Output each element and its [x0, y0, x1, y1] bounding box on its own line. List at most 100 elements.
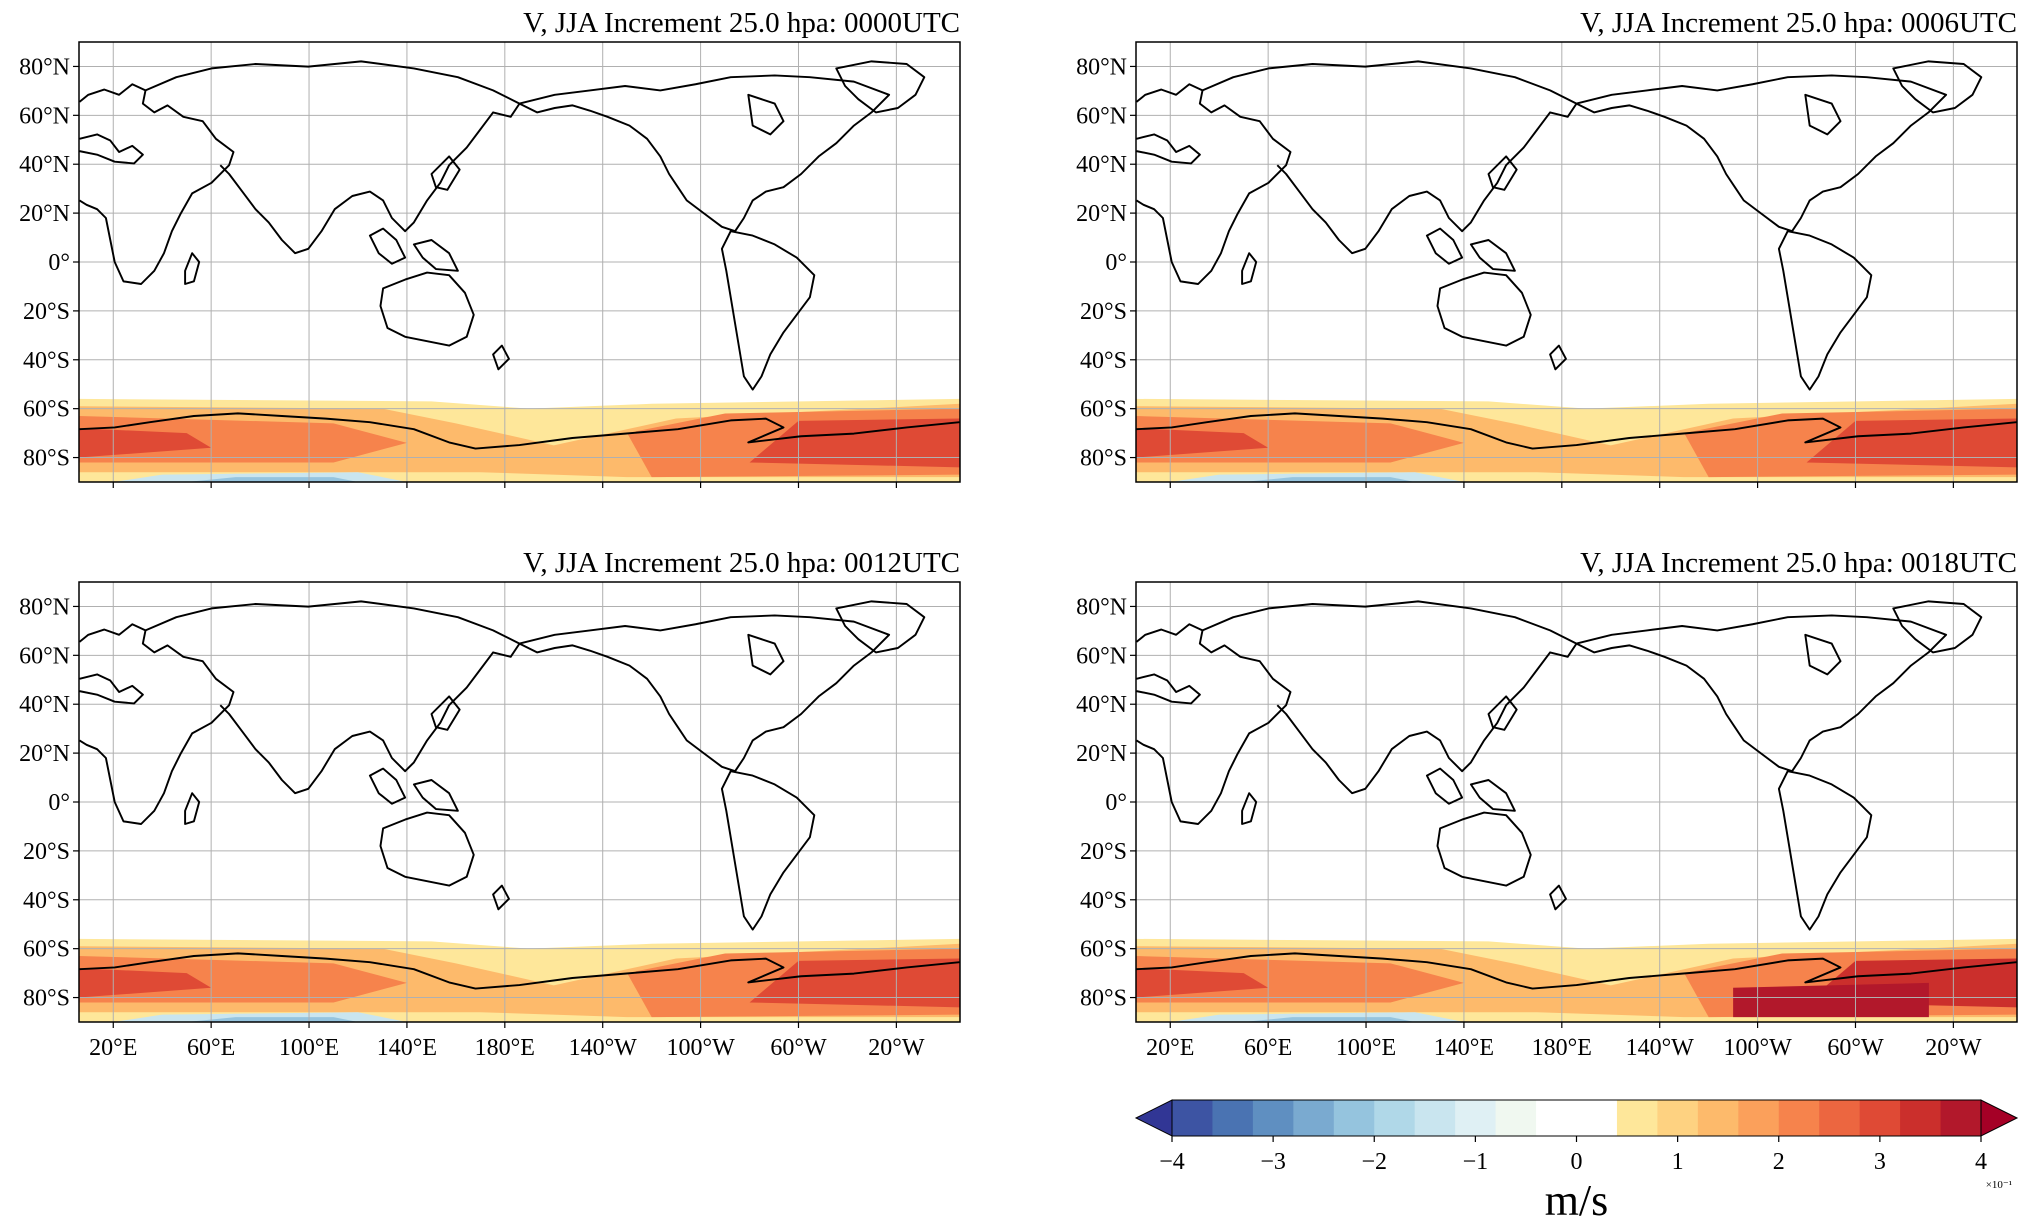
- lon-tick-label: 20°E: [1146, 1035, 1194, 1061]
- heat-field: [1136, 936, 2017, 1022]
- colorbar-tick-label: 3: [1874, 1149, 1886, 1175]
- colorbar-segment: [1819, 1100, 1861, 1136]
- lat-tick-label: 80°S: [1080, 446, 1127, 472]
- colorbar-segment: [1940, 1100, 1982, 1136]
- lon-tick-label: 20°E: [89, 1035, 137, 1061]
- colorbar-segment: [1576, 1100, 1618, 1136]
- colorbar-segment: [1859, 1100, 1901, 1136]
- colorbar-segment: [1778, 1100, 1820, 1136]
- lat-tick-label: 40°S: [1080, 348, 1127, 374]
- panel-title: V, JJA Increment 25.0 hpa: 0018UTC: [1580, 547, 2017, 579]
- lon-tick-label: 60°E: [1244, 1035, 1292, 1061]
- lat-tick-label: 20°N: [1076, 741, 1127, 767]
- colorbar-tick-label: −3: [1260, 1149, 1286, 1175]
- colorbar-label: m/s: [1545, 1176, 1609, 1225]
- colorbar-tick-label: −4: [1159, 1149, 1185, 1175]
- contour-level: [749, 958, 960, 1008]
- contour-level: [186, 477, 358, 482]
- lon-tick-label: 20°W: [868, 1035, 925, 1061]
- lon-tick-label: 60°W: [770, 1035, 827, 1061]
- colorbar-segment: [1657, 1100, 1699, 1136]
- lon-tick-label: 100°E: [1336, 1035, 1396, 1061]
- lat-tick-label: 80°S: [1080, 986, 1127, 1012]
- lat-tick-label: 0°: [48, 790, 70, 816]
- lon-tick-label: 140°E: [1434, 1035, 1494, 1061]
- lon-tick-label: 140°W: [569, 1035, 638, 1061]
- lat-tick-label: 0°: [48, 250, 70, 276]
- colorbar-segment: [1212, 1100, 1254, 1136]
- lat-tick-label: 40°S: [23, 888, 70, 914]
- lat-tick-label: 20°N: [19, 201, 70, 227]
- lat-tick-label: 80°S: [23, 986, 70, 1012]
- lat-tick-label: 20°N: [1076, 201, 1127, 227]
- colorbar-segment: [1293, 1100, 1335, 1136]
- lat-tick-label: 0°: [1105, 790, 1127, 816]
- colorbar-segment: [1495, 1100, 1537, 1136]
- lat-tick-label: 40°S: [1080, 888, 1127, 914]
- contour-level: [1243, 477, 1415, 482]
- lat-tick-label: 40°N: [19, 152, 70, 178]
- lon-tick-label: 100°W: [1723, 1035, 1792, 1061]
- map-panel: V, JJA Increment 25.0 hpa: 0006UTC 80°N 60…: [1076, 7, 2018, 488]
- contour-level: [79, 968, 212, 998]
- panel-title: V, JJA Increment 25.0 hpa: 0000UTC: [523, 7, 960, 39]
- lat-tick-label: 60°S: [1080, 397, 1127, 423]
- lon-tick-label: 100°W: [666, 1035, 735, 1061]
- colorbar-tick-label: 1: [1672, 1149, 1684, 1175]
- lat-tick-label: 60°N: [1076, 103, 1127, 129]
- lat-tick-label: 60°S: [23, 937, 70, 963]
- lat-tick-label: 20°S: [1080, 299, 1127, 325]
- contour-level: [1806, 418, 2017, 468]
- lat-tick-label: 80°S: [23, 446, 70, 472]
- lon-tick-label: 100°E: [279, 1035, 339, 1061]
- lat-tick-label: 20°S: [23, 839, 70, 865]
- colorbar-segment: [1536, 1100, 1577, 1136]
- lon-tick-label: 140°E: [377, 1035, 437, 1061]
- lat-tick-label: 20°S: [1080, 839, 1127, 865]
- colorbar-tick-label: −1: [1463, 1149, 1489, 1175]
- colorbar-tick-label: −2: [1361, 1149, 1387, 1175]
- lat-tick-label: 80°N: [19, 54, 70, 80]
- map-panel: V, JJA Increment 25.0 hpa: 0012UTC 80°N 60…: [19, 547, 961, 1061]
- panel-title: V, JJA Increment 25.0 hpa: 0006UTC: [1580, 7, 2017, 39]
- contour-level: [749, 418, 960, 468]
- lat-tick-label: 20°N: [19, 741, 70, 767]
- lat-tick-label: 60°N: [19, 643, 70, 669]
- colorbar-exponent: ×10⁻¹: [1986, 1179, 2012, 1191]
- lat-tick-label: 0°: [1105, 250, 1127, 276]
- lat-tick-label: 40°N: [1076, 152, 1127, 178]
- lat-tick-label: 60°N: [1076, 643, 1127, 669]
- contour-level: [1243, 1017, 1415, 1022]
- map-panel: V, JJA Increment 25.0 hpa: 0018UTC 80°N 60…: [1076, 547, 2018, 1061]
- lon-tick-label: 60°E: [187, 1035, 235, 1061]
- graticule: [79, 42, 960, 482]
- map-panel: V, JJA Increment 25.0 hpa: 0000UTC 80°N 60…: [19, 7, 961, 488]
- colorbar-segment: [1172, 1100, 1213, 1136]
- lon-tick-label: 60°W: [1827, 1035, 1884, 1061]
- lat-tick-label: 40°N: [1076, 692, 1127, 718]
- colorbar-extend-min: [1134, 1099, 1173, 1137]
- colorbar-tick-label: 2: [1773, 1149, 1785, 1175]
- colorbar-segment: [1900, 1100, 1942, 1136]
- lat-tick-label: 40°N: [19, 692, 70, 718]
- lat-tick-label: 60°S: [23, 397, 70, 423]
- colorbar-segment: [1455, 1100, 1497, 1136]
- colorbar-tick-label: 4: [1975, 1149, 1987, 1175]
- lon-tick-label: 140°W: [1626, 1035, 1695, 1061]
- colorbar: −4 −3 −2 −1 0 1 2 3 4 ×10⁻¹ m/s: [1134, 1099, 2019, 1225]
- lat-tick-label: 60°N: [19, 103, 70, 129]
- panel-title: V, JJA Increment 25.0 hpa: 0012UTC: [523, 547, 960, 579]
- panels: V, JJA Increment 25.0 hpa: 0000UTC 80°N 60…: [19, 7, 2018, 1061]
- lat-tick-label: 80°N: [1076, 54, 1127, 80]
- colorbar-segment: [1333, 1100, 1375, 1136]
- lon-tick-label: 180°E: [475, 1035, 535, 1061]
- colorbar-segment: [1374, 1100, 1416, 1136]
- lon-tick-label: 20°W: [1925, 1035, 1982, 1061]
- contour-level: [1733, 982, 1929, 1018]
- contour-level: [1136, 968, 1269, 998]
- graticule: [79, 582, 960, 1022]
- lat-tick-label: 60°S: [1080, 937, 1127, 963]
- graticule: [1136, 582, 2017, 1022]
- colorbar-segment: [1616, 1100, 1658, 1136]
